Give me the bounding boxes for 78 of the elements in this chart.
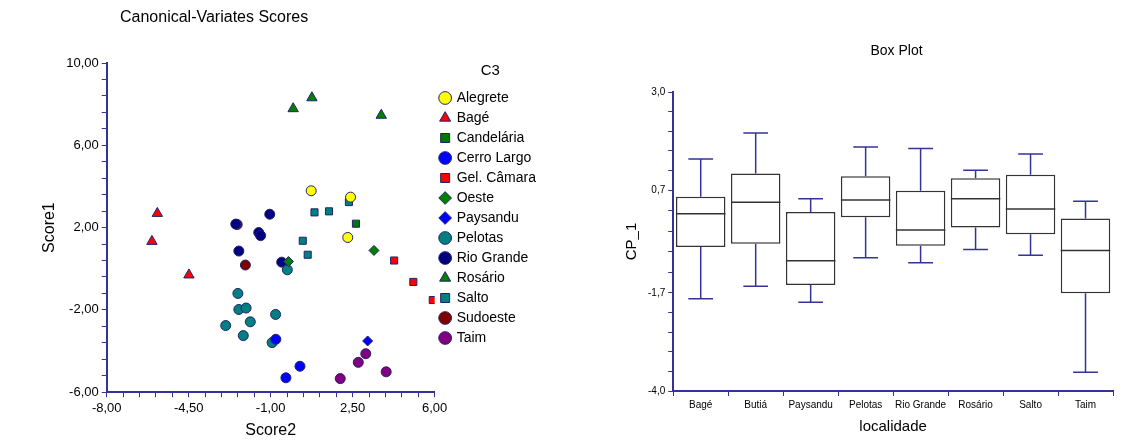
chart-title: Canonical-Variates Scores <box>120 8 309 26</box>
y-tick-label: -2,00 <box>69 301 99 317</box>
point <box>239 259 251 271</box>
legend-label: Taim <box>456 328 487 345</box>
point <box>380 366 392 378</box>
legend-label: Pelotas <box>456 228 504 245</box>
point <box>270 308 282 320</box>
x-tick-label: 2,50 <box>340 399 366 415</box>
y-tick-label: 0,7 <box>651 183 666 195</box>
point <box>264 208 276 220</box>
point <box>298 236 307 245</box>
legend-label: Cerro Largo <box>456 148 532 165</box>
x-tick-label: -1,00 <box>255 399 286 415</box>
legend-label: Rio Grande <box>456 248 529 265</box>
point <box>362 335 374 347</box>
point <box>342 231 354 243</box>
x-tick-label: Bagé <box>689 398 713 410</box>
x-tick-label: Butiá <box>744 398 768 410</box>
point <box>240 302 252 314</box>
x-tick-label: Rio Grande <box>895 398 947 410</box>
x-axis-title: localidade <box>859 417 927 435</box>
point <box>282 256 294 268</box>
y-tick-label: 2,00 <box>73 219 99 235</box>
point <box>324 207 334 216</box>
point <box>368 244 380 256</box>
point <box>244 316 256 328</box>
x-tick-label: Paysandu <box>788 398 833 410</box>
y-axis-title: CP_1 <box>622 222 640 261</box>
point <box>409 277 418 286</box>
y-axis-title: Score1 <box>40 202 58 253</box>
point <box>303 250 312 259</box>
point <box>146 234 158 245</box>
y-tick-label: -1,7 <box>648 286 666 298</box>
point <box>334 373 346 385</box>
point <box>306 91 318 102</box>
y-tick-label: -6,00 <box>69 383 99 399</box>
point <box>151 206 164 217</box>
x-axis-title: Score2 <box>245 420 297 438</box>
legend-label: Candelária <box>456 128 525 145</box>
legend-label: Paysandu <box>456 208 519 225</box>
point <box>351 219 360 228</box>
point <box>233 245 245 257</box>
legend-title: C3 <box>480 60 500 78</box>
point <box>280 372 292 384</box>
point <box>294 360 306 372</box>
y-tick-label: 3,0 <box>651 85 666 97</box>
point <box>237 330 249 342</box>
point <box>360 348 372 360</box>
point <box>375 108 387 119</box>
legend-label: Gel. Câmara <box>456 168 537 185</box>
point <box>270 333 282 345</box>
legend-label: Salto <box>456 288 489 305</box>
legend-label: Rosário <box>456 268 506 285</box>
x-tick-label: -4,50 <box>173 399 204 415</box>
legend-label: Oeste <box>456 188 495 205</box>
point <box>345 191 357 203</box>
point <box>232 287 244 299</box>
x-tick-label: Taim <box>1074 398 1097 410</box>
legend-label: Alegrete <box>456 88 509 105</box>
x-tick-label: Rosário <box>958 398 994 410</box>
point <box>220 320 232 332</box>
point <box>390 256 399 265</box>
y-tick-label: -4,0 <box>648 384 666 396</box>
point <box>352 356 364 368</box>
chart-title: Box Plot <box>869 42 924 58</box>
point <box>281 264 293 276</box>
x-tick-label: -8,00 <box>91 399 122 415</box>
x-tick-label: 6,00 <box>421 399 448 415</box>
point <box>305 185 317 197</box>
point <box>287 102 299 113</box>
y-tick-label: 6,00 <box>73 136 99 152</box>
legend-label: Sudoeste <box>456 308 517 325</box>
point <box>310 208 319 217</box>
x-tick-label: Salto <box>1019 398 1043 410</box>
point <box>183 268 195 279</box>
x-tick-label: Pelotas <box>848 398 883 410</box>
legend-label: Bagé <box>456 108 490 125</box>
y-tick-label: 10,00 <box>66 54 99 70</box>
